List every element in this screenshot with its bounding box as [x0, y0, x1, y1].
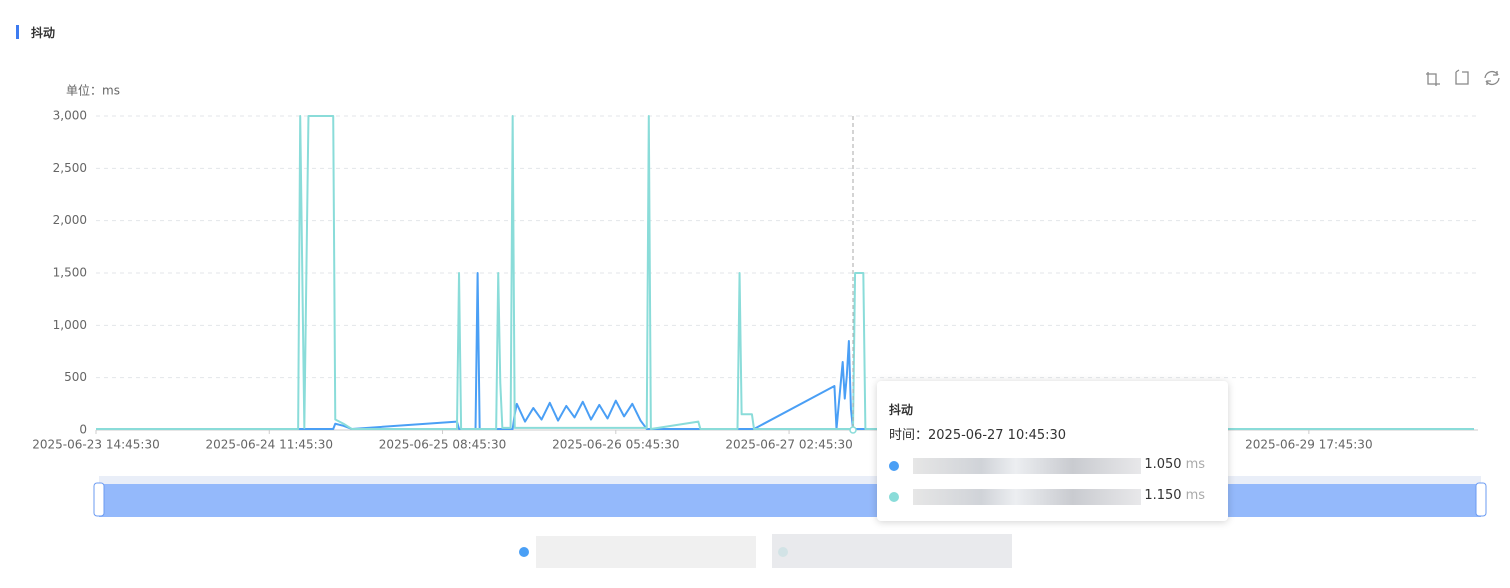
y-unit-label: 单位：ms — [66, 83, 120, 98]
tooltip-marker — [889, 492, 899, 502]
grid: 0 500 1,000 1,500 2,000 2,500 3,000 2025-06-23 … — [32, 109, 1478, 452]
y-tick-label: 0 — [79, 423, 87, 437]
tooltip-value: 1.050 ms — [1144, 457, 1205, 472]
y-tick-label: 1,000 — [53, 318, 87, 332]
legend-marker[interactable] — [519, 547, 529, 557]
tooltip-title: 抖动 — [889, 403, 914, 417]
tooltip-name-blur — [913, 458, 1141, 474]
value-unit: ms — [1185, 457, 1205, 472]
y-tick-label: 500 — [64, 370, 87, 384]
series-line — [96, 272, 1474, 430]
tooltip-marker — [889, 461, 899, 471]
value-unit: ms — [1185, 488, 1205, 503]
legend-blur — [536, 536, 756, 568]
tooltip-value: 1.150 ms — [1144, 488, 1205, 503]
x-tick-label: 2025-06-24 11:45:30 — [206, 438, 333, 452]
tooltip-time: 时间：2025-06-27 10:45:30 — [889, 428, 1067, 443]
plot — [96, 115, 1474, 430]
x-tick-label: 2025-06-23 14:45:30 — [32, 438, 159, 452]
panel-title: 抖动 — [31, 25, 56, 40]
tooltip-row: 1.050 ms — [889, 456, 1217, 476]
legend-blur — [772, 534, 1012, 568]
hover-point — [849, 426, 857, 434]
zoom-tool[interactable] — [1426, 72, 1440, 86]
zoom-handle-left[interactable] — [93, 482, 105, 517]
value-text: 1.150 — [1144, 488, 1182, 503]
y-tick-label: 2,500 — [53, 161, 87, 175]
zoom-reset-tool[interactable] — [1455, 69, 1469, 85]
tooltip-name-blur — [913, 489, 1141, 505]
y-tick-label: 3,000 — [53, 109, 87, 123]
toolbox — [1426, 69, 1500, 86]
value-text: 1.050 — [1144, 457, 1182, 472]
x-tick-label: 2025-06-25 08:45:30 — [379, 438, 506, 452]
zoom-handle-right[interactable] — [1475, 482, 1487, 517]
series-line — [96, 115, 1474, 430]
panel-header: 抖动 — [16, 24, 55, 40]
legend — [519, 534, 1012, 568]
tooltip-row: 1.150 ms — [889, 487, 1217, 507]
x-tick-label: 2025-06-26 05:45:30 — [552, 438, 679, 452]
x-tick-label: 2025-06-27 02:45:30 — [725, 438, 852, 452]
tooltip: 抖动 时间：2025-06-27 10:45:30 1.050 ms 1.150 m… — [877, 381, 1228, 521]
y-tick-label: 2,000 — [53, 213, 87, 227]
zoom-range[interactable] — [99, 484, 1481, 517]
restore-tool[interactable] — [1484, 70, 1500, 86]
y-tick-label: 1,500 — [53, 266, 87, 280]
header-accent — [16, 25, 19, 39]
x-tick-label: 2025-06-29 17:45:30 — [1245, 438, 1372, 452]
